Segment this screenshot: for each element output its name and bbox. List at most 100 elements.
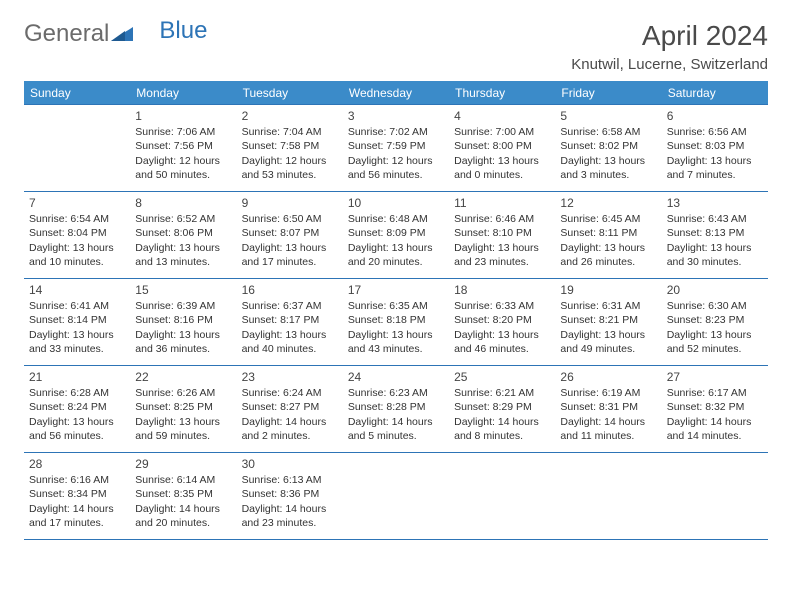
logo-text-general: General	[24, 20, 109, 48]
day-cell: 14Sunrise: 6:41 AMSunset: 8:14 PMDayligh…	[24, 279, 130, 365]
calendar: Sunday Monday Tuesday Wednesday Thursday…	[24, 81, 768, 540]
day-cell: 3Sunrise: 7:02 AMSunset: 7:59 PMDaylight…	[343, 105, 449, 191]
day-cell	[24, 105, 130, 191]
day-cell: 19Sunrise: 6:31 AMSunset: 8:21 PMDayligh…	[555, 279, 661, 365]
day-cell: 4Sunrise: 7:00 AMSunset: 8:00 PMDaylight…	[449, 105, 555, 191]
day-header: Thursday	[449, 81, 555, 105]
day-number: 24	[348, 369, 444, 385]
daylight-text: Daylight: 14 hours and 17 minutes.	[29, 502, 125, 530]
day-cell: 9Sunrise: 6:50 AMSunset: 8:07 PMDaylight…	[237, 192, 343, 278]
day-cell: 11Sunrise: 6:46 AMSunset: 8:10 PMDayligh…	[449, 192, 555, 278]
sunrise-text: Sunrise: 6:39 AM	[135, 299, 231, 313]
daylight-text: Daylight: 13 hours and 3 minutes.	[560, 154, 656, 182]
daylight-text: Daylight: 13 hours and 33 minutes.	[29, 328, 125, 356]
day-header: Friday	[555, 81, 661, 105]
daylight-text: Daylight: 13 hours and 23 minutes.	[454, 241, 550, 269]
sunrise-text: Sunrise: 6:28 AM	[29, 386, 125, 400]
day-number: 25	[454, 369, 550, 385]
daylight-text: Daylight: 13 hours and 36 minutes.	[135, 328, 231, 356]
day-number: 17	[348, 282, 444, 298]
sunrise-text: Sunrise: 6:52 AM	[135, 212, 231, 226]
day-cell: 1Sunrise: 7:06 AMSunset: 7:56 PMDaylight…	[130, 105, 236, 191]
sunset-text: Sunset: 8:23 PM	[667, 313, 763, 327]
week-row: 1Sunrise: 7:06 AMSunset: 7:56 PMDaylight…	[24, 104, 768, 192]
sunrise-text: Sunrise: 6:41 AM	[29, 299, 125, 313]
day-header: Tuesday	[237, 81, 343, 105]
day-number: 21	[29, 369, 125, 385]
daylight-text: Daylight: 14 hours and 14 minutes.	[667, 415, 763, 443]
day-number: 6	[667, 108, 763, 124]
sunset-text: Sunset: 8:25 PM	[135, 400, 231, 414]
day-cell: 28Sunrise: 6:16 AMSunset: 8:34 PMDayligh…	[24, 453, 130, 539]
sunrise-text: Sunrise: 6:14 AM	[135, 473, 231, 487]
sunset-text: Sunset: 8:32 PM	[667, 400, 763, 414]
sunrise-text: Sunrise: 6:16 AM	[29, 473, 125, 487]
week-row: 21Sunrise: 6:28 AMSunset: 8:24 PMDayligh…	[24, 365, 768, 453]
day-cell: 12Sunrise: 6:45 AMSunset: 8:11 PMDayligh…	[555, 192, 661, 278]
sunset-text: Sunset: 7:56 PM	[135, 139, 231, 153]
sunrise-text: Sunrise: 6:17 AM	[667, 386, 763, 400]
day-cell: 7Sunrise: 6:54 AMSunset: 8:04 PMDaylight…	[24, 192, 130, 278]
sunset-text: Sunset: 8:00 PM	[454, 139, 550, 153]
day-cell: 18Sunrise: 6:33 AMSunset: 8:20 PMDayligh…	[449, 279, 555, 365]
daylight-text: Daylight: 13 hours and 56 minutes.	[29, 415, 125, 443]
sunrise-text: Sunrise: 6:46 AM	[454, 212, 550, 226]
sunset-text: Sunset: 8:29 PM	[454, 400, 550, 414]
logo-mark-icon	[111, 20, 133, 48]
sunrise-text: Sunrise: 6:50 AM	[242, 212, 338, 226]
month-title: April 2024	[571, 20, 768, 52]
day-cell: 27Sunrise: 6:17 AMSunset: 8:32 PMDayligh…	[662, 366, 768, 452]
day-cell: 30Sunrise: 6:13 AMSunset: 8:36 PMDayligh…	[237, 453, 343, 539]
day-number: 10	[348, 195, 444, 211]
sunset-text: Sunset: 8:21 PM	[560, 313, 656, 327]
day-number: 12	[560, 195, 656, 211]
daylight-text: Daylight: 14 hours and 8 minutes.	[454, 415, 550, 443]
day-number: 3	[348, 108, 444, 124]
sunset-text: Sunset: 8:24 PM	[29, 400, 125, 414]
daylight-text: Daylight: 14 hours and 20 minutes.	[135, 502, 231, 530]
sunset-text: Sunset: 8:18 PM	[348, 313, 444, 327]
sunset-text: Sunset: 7:58 PM	[242, 139, 338, 153]
sunset-text: Sunset: 8:27 PM	[242, 400, 338, 414]
daylight-text: Daylight: 12 hours and 50 minutes.	[135, 154, 231, 182]
day-number: 26	[560, 369, 656, 385]
sunset-text: Sunset: 8:31 PM	[560, 400, 656, 414]
day-cell: 24Sunrise: 6:23 AMSunset: 8:28 PMDayligh…	[343, 366, 449, 452]
sunset-text: Sunset: 8:28 PM	[348, 400, 444, 414]
daylight-text: Daylight: 13 hours and 30 minutes.	[667, 241, 763, 269]
day-number: 29	[135, 456, 231, 472]
day-number: 27	[667, 369, 763, 385]
day-cell	[555, 453, 661, 539]
daylight-text: Daylight: 13 hours and 7 minutes.	[667, 154, 763, 182]
day-number: 18	[454, 282, 550, 298]
sunset-text: Sunset: 8:16 PM	[135, 313, 231, 327]
sunrise-text: Sunrise: 6:43 AM	[667, 212, 763, 226]
sunset-text: Sunset: 8:09 PM	[348, 226, 444, 240]
weeks-container: 1Sunrise: 7:06 AMSunset: 7:56 PMDaylight…	[24, 104, 768, 540]
day-cell	[449, 453, 555, 539]
week-row: 7Sunrise: 6:54 AMSunset: 8:04 PM Daylight…	[24, 191, 768, 279]
sunset-text: Sunset: 8:13 PM	[667, 226, 763, 240]
day-cell: 6Sunrise: 6:56 AMSunset: 8:03 PMDaylight…	[662, 105, 768, 191]
sunset-text: Sunset: 8:02 PM	[560, 139, 656, 153]
sunrise-text: Sunrise: 7:00 AM	[454, 125, 550, 139]
daylight-text: Daylight: 13 hours and 17 minutes.	[242, 241, 338, 269]
day-number: 28	[29, 456, 125, 472]
sunset-text: Sunset: 8:04 PM	[29, 226, 125, 240]
day-number: 13	[667, 195, 763, 211]
day-number: 11	[454, 195, 550, 211]
daylight-text: Daylight: 13 hours and 49 minutes.	[560, 328, 656, 356]
day-cell: 20Sunrise: 6:30 AMSunset: 8:23 PMDayligh…	[662, 279, 768, 365]
day-header: Monday	[130, 81, 236, 105]
sunrise-text: Sunrise: 6:54 AM	[29, 212, 125, 226]
daylight-text: Daylight: 13 hours and 20 minutes.	[348, 241, 444, 269]
sunset-text: Sunset: 8:06 PM	[135, 226, 231, 240]
sunset-text: Sunset: 7:59 PM	[348, 139, 444, 153]
day-cell: 23Sunrise: 6:24 AMSunset: 8:27 PMDayligh…	[237, 366, 343, 452]
sunrise-text: Sunrise: 7:02 AM	[348, 125, 444, 139]
sunset-text: Sunset: 8:35 PM	[135, 487, 231, 501]
sunrise-text: Sunrise: 6:23 AM	[348, 386, 444, 400]
sunrise-text: Sunrise: 6:26 AM	[135, 386, 231, 400]
day-number: 7	[29, 195, 125, 211]
day-cell: 13Sunrise: 6:43 AMSunset: 8:13 PMDayligh…	[662, 192, 768, 278]
